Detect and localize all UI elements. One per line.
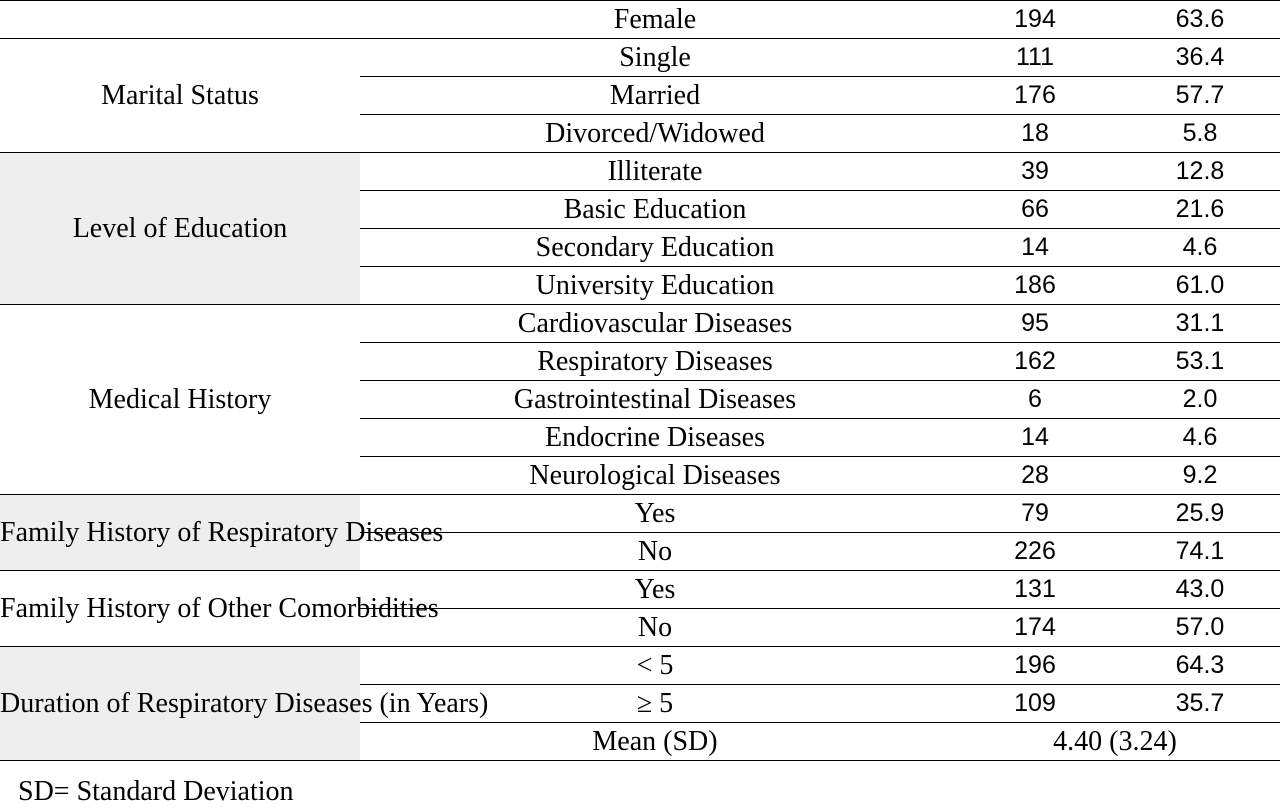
mean-sd-cell: 4.40 (3.24) — [950, 722, 1280, 761]
percent-cell: 61.0 — [1120, 266, 1280, 305]
percent-cell: 21.6 — [1120, 190, 1280, 229]
table-row: Endocrine Diseases 14 4.6 — [0, 418, 1280, 457]
percent-cell: 43.0 — [1120, 570, 1280, 609]
category-cell: Medical History — [0, 304, 360, 495]
table-row: Medical History Cardiovascular Diseases 95… — [0, 304, 1280, 495]
table-row: Level of Education Illiterate 39 12.8 — [0, 152, 1280, 305]
percent-cell: 9.2 — [1120, 456, 1280, 495]
table-row: Family History of Respiratory Diseases Ye… — [0, 494, 1280, 571]
count-cell: 186 — [950, 266, 1120, 305]
subcategory-cell: Gastrointestinal Diseases — [360, 380, 950, 419]
percent-cell: 25.9 — [1120, 494, 1280, 533]
table-row: Family History of Other Comorbidities Yes… — [0, 570, 1280, 647]
table-row: Duration of Respiratory Diseases (in Yea… — [0, 646, 1280, 761]
count-cell: 111 — [950, 38, 1120, 77]
subcategory-cell: Single — [360, 38, 950, 77]
table-row: Female 194 63.6 — [0, 0, 1280, 39]
percent-cell: 63.6 — [1120, 0, 1280, 39]
demographics-table: Female 194 63.6 Marital Status Single 111 36.4… — [0, 0, 1280, 761]
subcategory-cell: Female — [360, 0, 950, 39]
table-row: Divorced/Widowed 18 5.8 — [0, 114, 1280, 153]
count-cell: 79 — [950, 494, 1120, 533]
table-footnote: SD= Standard Deviation — [18, 776, 294, 807]
subcategory-cell: Endocrine Diseases — [360, 418, 950, 457]
category-cell: Duration of Respiratory Diseases (in Yea… — [0, 646, 488, 761]
count-cell: 39 — [950, 152, 1120, 191]
count-cell: 174 — [950, 608, 1120, 647]
table-row: Basic Education 66 21.6 — [0, 190, 1280, 229]
percent-cell: 74.1 — [1120, 532, 1280, 571]
table-row: Respiratory Diseases 162 53.1 — [0, 342, 1280, 381]
count-cell: 194 — [950, 0, 1120, 39]
count-cell: 131 — [950, 570, 1120, 609]
subcategory-cell: Cardiovascular Diseases — [360, 304, 950, 343]
category-cell: Family History of Other Comorbidities — [0, 570, 439, 647]
category-cell: Marital Status — [0, 38, 360, 153]
count-cell: 28 — [950, 456, 1120, 495]
category-cell: Family History of Respiratory Diseases — [0, 494, 443, 571]
count-cell: 14 — [950, 228, 1120, 267]
table-row: University Education 186 61.0 — [0, 266, 1280, 305]
category-cell — [0, 0, 360, 39]
percent-cell: 4.6 — [1120, 228, 1280, 267]
table-row: Neurological Diseases 28 9.2 — [0, 456, 1280, 495]
subcategory-cell: Mean (SD) — [360, 722, 950, 761]
count-cell: 66 — [950, 190, 1120, 229]
percent-cell: 4.6 — [1120, 418, 1280, 457]
subcategory-cell: Secondary Education — [360, 228, 950, 267]
percent-cell: 5.8 — [1120, 114, 1280, 153]
subcategory-cell: No — [360, 532, 950, 571]
table-row: Mean (SD) 4.40 (3.24) — [0, 722, 1280, 761]
subcategory-cell: ≥ 5 — [360, 684, 950, 723]
subcategory-cell: Basic Education — [360, 190, 950, 229]
subcategory-cell: Illiterate — [360, 152, 950, 191]
table-row: Secondary Education 14 4.6 — [0, 228, 1280, 267]
count-cell: 196 — [950, 646, 1120, 685]
subcategory-cell: Neurological Diseases — [360, 456, 950, 495]
table-row: Gastrointestinal Diseases 6 2.0 — [0, 380, 1280, 419]
subcategory-cell: Divorced/Widowed — [360, 114, 950, 153]
percent-cell: 64.3 — [1120, 646, 1280, 685]
count-cell: 176 — [950, 76, 1120, 115]
percent-cell: 12.8 — [1120, 152, 1280, 191]
count-cell: 226 — [950, 532, 1120, 571]
table-row: Married 176 57.7 — [0, 76, 1280, 115]
percent-cell: 31.1 — [1120, 304, 1280, 343]
count-cell: 95 — [950, 304, 1120, 343]
subcategory-cell: No — [360, 608, 950, 647]
subcategory-cell: Yes — [360, 494, 950, 533]
table-row: ≥ 5 109 35.7 — [0, 684, 1280, 723]
count-cell: 14 — [950, 418, 1120, 457]
subcategory-cell: University Education — [360, 266, 950, 305]
count-cell: 6 — [950, 380, 1120, 419]
percent-cell: 36.4 — [1120, 38, 1280, 77]
table-row: No 174 57.0 — [0, 608, 1280, 647]
percent-cell: 53.1 — [1120, 342, 1280, 381]
data-table-container: Female 194 63.6 Marital Status Single 111 36.4… — [0, 0, 1280, 761]
percent-cell: 57.0 — [1120, 608, 1280, 647]
subcategory-cell: Respiratory Diseases — [360, 342, 950, 381]
table-row: No 226 74.1 — [0, 532, 1280, 571]
subcategory-cell: Yes — [360, 570, 950, 609]
count-cell: 109 — [950, 684, 1120, 723]
count-cell: 18 — [950, 114, 1120, 153]
percent-cell: 35.7 — [1120, 684, 1280, 723]
subcategory-cell: < 5 — [360, 646, 950, 685]
category-cell: Level of Education — [0, 152, 360, 305]
subcategory-cell: Married — [360, 76, 950, 115]
percent-cell: 57.7 — [1120, 76, 1280, 115]
percent-cell: 2.0 — [1120, 380, 1280, 419]
table-body: Female 194 63.6 Marital Status Single 111 36.4… — [0, 0, 1280, 761]
table-row: Marital Status Single 111 36.4 — [0, 38, 1280, 153]
count-cell: 162 — [950, 342, 1120, 381]
